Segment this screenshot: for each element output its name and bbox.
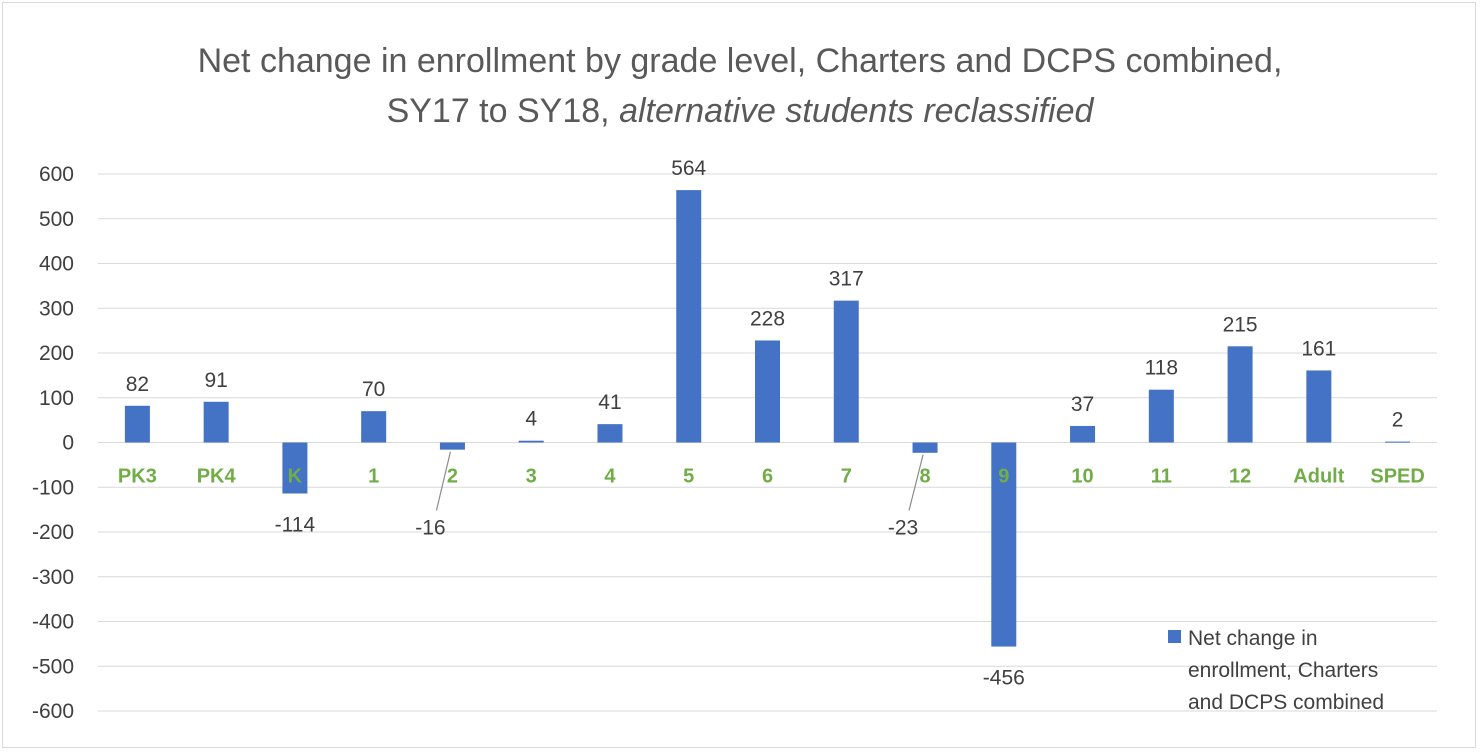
y-tick-label: 400 <box>39 253 74 276</box>
bar <box>597 424 623 443</box>
bar <box>1306 370 1332 443</box>
bar <box>518 440 544 443</box>
title-line-2-italic: alternative students reclassified <box>619 92 1094 130</box>
bar <box>439 442 465 450</box>
y-tick-label: 100 <box>39 387 74 410</box>
category-label: K <box>288 466 303 488</box>
legend-label-line-2: enrollment, Charters <box>1188 659 1378 682</box>
data-label: 228 <box>750 307 785 330</box>
y-tick-label: 500 <box>39 208 74 231</box>
bar <box>833 300 859 443</box>
bar <box>1385 441 1411 443</box>
title-line-1: Net change in enrollment by grade level,… <box>197 42 1283 80</box>
legend-label-line-3: and DCPS combined <box>1188 691 1384 714</box>
y-tick-label: -400 <box>32 611 74 634</box>
data-label: 37 <box>1071 393 1094 416</box>
data-label: 2 <box>1392 409 1404 432</box>
leader-line <box>435 451 452 511</box>
data-label: 215 <box>1223 313 1258 336</box>
bar <box>676 190 702 443</box>
y-tick-label: 300 <box>39 297 74 320</box>
bar <box>124 405 150 443</box>
category-label: 10 <box>1071 466 1093 488</box>
data-label: 70 <box>362 378 385 401</box>
category-label: 1 <box>368 466 379 488</box>
y-tick-label: -600 <box>32 700 74 723</box>
data-label: 564 <box>671 157 706 180</box>
category-label: 3 <box>526 466 537 488</box>
legend-label-line-1: Net change in <box>1188 627 1318 650</box>
category-label: PK4 <box>197 466 237 488</box>
category-labels: PK3 PK4 K 1 2 3 4 5 6 7 8 9 10 11 12 Adult SPED <box>118 466 1425 488</box>
category-label: 4 <box>604 466 616 488</box>
bar <box>203 401 229 443</box>
title-line-2-plain: SY17 to SY18, <box>386 92 620 130</box>
y-axis-ticks: 600 500 400 300 200 100 0 -100 -200 -300 -400 -500 -… <box>32 163 74 723</box>
leader-line <box>908 454 924 511</box>
category-label: 7 <box>841 466 852 488</box>
data-label: -114 <box>275 514 316 537</box>
title-line-2: SY17 to SY18, alternative students recla… <box>0 86 1480 136</box>
bar <box>1227 346 1253 443</box>
category-label: 6 <box>762 466 773 488</box>
data-label: 82 <box>126 373 149 396</box>
y-tick-label: 0 <box>62 432 74 455</box>
data-label: -16 <box>415 517 445 540</box>
category-label: 12 <box>1229 466 1251 488</box>
data-label: -23 <box>888 517 918 540</box>
bar <box>282 442 308 494</box>
category-label: 11 <box>1151 466 1172 488</box>
chart-title: Net change in enrollment by grade level,… <box>0 36 1480 136</box>
bar <box>1070 425 1096 443</box>
data-label: 4 <box>525 408 537 431</box>
bar <box>912 442 938 453</box>
bars <box>124 190 1411 647</box>
data-label: 91 <box>204 369 227 392</box>
leader-lines <box>435 451 924 511</box>
category-label: 2 <box>447 466 458 488</box>
y-tick-label: -200 <box>32 521 74 544</box>
category-label: Adult <box>1293 466 1344 488</box>
category-label: 9 <box>998 466 1009 488</box>
legend-swatch <box>1168 630 1181 643</box>
data-label: 41 <box>598 391 621 414</box>
y-tick-label: -300 <box>32 566 74 589</box>
bar <box>755 340 780 443</box>
bar <box>991 442 1017 647</box>
data-labels: 82 91-11470-16441564228317-23-45637118215… <box>126 157 1404 689</box>
data-label: 317 <box>829 268 864 291</box>
legend: Net change in enrollment, Charters and D… <box>1168 627 1384 714</box>
y-tick-label: 600 <box>39 163 74 186</box>
data-label: 161 <box>1301 337 1336 360</box>
category-label: SPED <box>1370 466 1424 488</box>
category-label: PK3 <box>118 466 157 488</box>
data-label: 118 <box>1145 357 1178 380</box>
category-label: 8 <box>919 466 930 488</box>
data-label: -456 <box>983 667 1025 690</box>
y-tick-label: -500 <box>32 655 74 678</box>
gridlines <box>98 173 1437 712</box>
category-label: 5 <box>683 466 694 488</box>
y-tick-label: -100 <box>32 476 74 499</box>
bar <box>1148 389 1174 443</box>
y-tick-label: 200 <box>39 342 74 365</box>
bar <box>361 411 387 443</box>
